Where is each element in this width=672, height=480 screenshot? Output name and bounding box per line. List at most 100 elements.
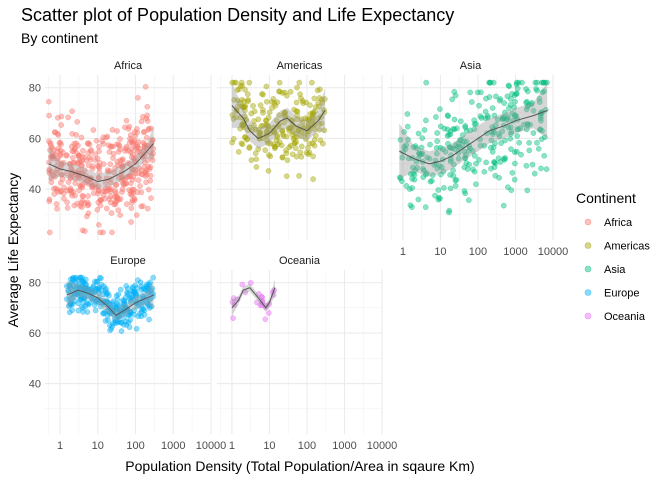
data-point	[523, 126, 530, 133]
data-point	[507, 124, 514, 130]
data-point	[309, 140, 316, 147]
data-point	[61, 184, 67, 191]
data-point	[93, 137, 100, 144]
data-point	[505, 114, 511, 120]
data-point	[53, 201, 60, 207]
data-point	[279, 90, 286, 96]
data-point	[148, 153, 155, 159]
trend-line	[66, 289, 154, 317]
data-point	[96, 169, 103, 176]
strip-label-europe: Europe	[110, 255, 145, 267]
legend-item-asia: Asia	[584, 264, 626, 276]
legend-key	[584, 312, 592, 320]
data-point	[471, 168, 478, 175]
data-point	[101, 283, 107, 290]
data-point	[517, 125, 524, 132]
data-point	[497, 159, 504, 165]
data-point	[96, 221, 102, 228]
data-point	[466, 161, 472, 168]
data-point	[526, 101, 532, 108]
data-point	[113, 141, 120, 148]
data-point	[298, 95, 304, 102]
data-point	[90, 190, 97, 197]
data-point	[131, 307, 137, 314]
data-point	[427, 141, 433, 148]
legend-key	[584, 242, 592, 249]
data-point	[244, 135, 251, 142]
data-point	[130, 173, 137, 180]
data-point	[116, 143, 123, 149]
data-point	[459, 132, 466, 138]
data-point	[123, 322, 130, 328]
x-axis-title: Population Density (Total Population/Are…	[125, 458, 474, 474]
confidence-ribbon	[399, 82, 548, 180]
data-point	[85, 193, 91, 199]
data-point	[150, 145, 157, 152]
data-point	[298, 143, 305, 150]
data-point	[122, 181, 129, 187]
data-point	[316, 126, 323, 133]
data-point	[493, 93, 499, 100]
y-axis-title: Average Life Expectancy	[5, 173, 21, 328]
data-point	[490, 79, 497, 86]
data-point	[139, 171, 146, 178]
data-point	[399, 154, 406, 161]
data-point	[482, 108, 489, 115]
data-point	[100, 229, 106, 236]
data-point	[260, 122, 266, 129]
data-point	[237, 125, 243, 132]
data-point	[119, 186, 126, 193]
data-point	[231, 96, 237, 103]
data-point	[273, 117, 280, 124]
data-point	[274, 99, 281, 106]
data-point	[287, 88, 294, 95]
data-point	[81, 176, 88, 182]
data-point	[476, 102, 482, 109]
data-point	[488, 165, 494, 172]
data-point	[450, 161, 457, 168]
data-point	[69, 108, 75, 115]
data-point	[512, 98, 518, 105]
data-point	[263, 83, 270, 90]
data-point	[118, 328, 125, 334]
data-point	[316, 121, 323, 127]
data-point	[530, 107, 537, 114]
data-point	[414, 165, 420, 171]
data-point	[263, 98, 270, 105]
data-point	[133, 143, 139, 150]
data-point	[508, 129, 515, 135]
data-point	[60, 190, 67, 197]
data-point	[284, 92, 290, 99]
data-point	[506, 105, 512, 111]
legend-item-europe: Europe	[584, 288, 639, 300]
data-point	[533, 86, 539, 92]
data-point	[257, 302, 264, 309]
data-point	[296, 173, 302, 179]
data-point	[100, 161, 107, 167]
data-point	[269, 104, 276, 111]
data-point	[67, 175, 74, 182]
data-point	[115, 148, 122, 155]
data-point	[114, 128, 120, 134]
data-point	[96, 284, 103, 291]
legend-label: Asia	[604, 264, 626, 276]
data-point	[498, 140, 504, 146]
data-point	[433, 145, 440, 151]
data-point	[64, 296, 70, 303]
data-point	[447, 144, 454, 151]
data-point	[276, 139, 283, 145]
data-point	[233, 79, 239, 86]
data-point	[486, 79, 493, 86]
strip-label-asia: Asia	[460, 60, 482, 72]
data-point	[112, 188, 118, 194]
data-point	[247, 280, 254, 286]
data-point	[69, 154, 76, 161]
data-point	[476, 156, 482, 163]
data-point	[64, 205, 71, 211]
data-point	[85, 210, 92, 217]
data-point	[239, 141, 246, 148]
data-point	[95, 174, 102, 181]
data-point	[467, 89, 474, 96]
data-point	[540, 79, 547, 86]
data-point	[128, 297, 134, 304]
